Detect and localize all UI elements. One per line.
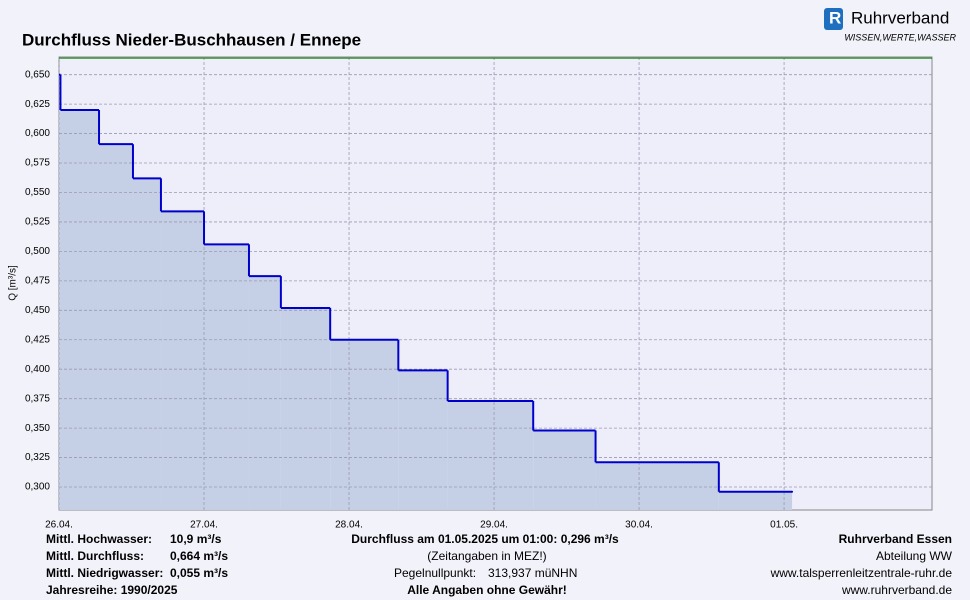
stat-label: Mittl. Hochwasser: [46,532,152,546]
stat-label: Mittl. Niedrigwasser: [46,566,163,580]
logo: R Ruhrverband WISSEN,WERTE,WASSER [824,8,956,42]
area-segment [398,370,448,510]
y-tick-label: 0,425 [25,334,50,345]
area-segment [330,339,399,510]
logo-mark [824,8,843,30]
area-segment [160,211,205,510]
y-tick-label: 0,375 [25,393,50,404]
area-segment [280,307,331,510]
stat-value: 10,9 m³/s [170,532,222,546]
area-segment [99,144,133,510]
x-tick-label: 28.04. [335,520,363,531]
disclaimer: Alle Angaben ohne Gewähr! [407,583,567,597]
area-segment [59,74,61,510]
y-tick-label: 0,325 [25,452,50,463]
footer: Mittl. Hochwasser: 10,9 m³/s Mittl. Durchf… [46,532,953,597]
y-tick-label: 0,525 [25,217,50,228]
current-value: Durchfluss am 01.05.2025 um 01:00: 0,296… [351,532,619,546]
x-tick-label: 01.05. [770,520,798,531]
org-info: www.ruhrverband.de [841,583,952,597]
stat-label: Mittl. Durchfluss: [46,549,144,563]
plot [58,57,932,511]
series-years: Jahresreihe: 1990/2025 [46,583,178,597]
y-tick-label: 0,400 [25,364,50,375]
y-tick-label: 0,625 [25,99,50,110]
area-segment [204,244,249,510]
y-tick-label: 0,550 [25,187,50,198]
x-tick-label: 27.04. [190,520,218,531]
area-segment [533,430,596,510]
y-tick-label: 0,575 [25,158,50,169]
y-axis-label: Q [m³/s] [8,265,19,301]
area-segment [132,178,161,511]
stat-value: 0,055 m³/s [170,566,228,580]
end-point [791,490,794,493]
logo-letter: R [829,8,841,27]
timezone-note: (Zeitangaben in MEZ!) [427,549,546,563]
org-info: Abteilung WW [876,549,953,563]
chart-title: Durchfluss Nieder-Buschhausen / Ennepe [22,30,361,49]
y-tick-label: 0,450 [25,305,50,316]
area-segment [718,491,793,510]
logo-name: Ruhrverband [851,8,949,27]
area-segment [595,462,719,510]
gauge-zero-value: 313,937 müNHN [488,566,577,580]
stat-value: 0,664 m³/s [170,549,228,563]
x-tick-label: 29.04. [480,520,508,531]
logo-slogan: WISSEN,WERTE,WASSER [844,32,956,42]
x-tick-label: 26.04. [45,520,73,531]
area-segment [447,401,534,510]
org-info: www.talsperrenleitzentrale-ruhr.de [770,566,953,580]
y-tick-label: 0,300 [25,482,50,493]
x-tick-label: 30.04. [625,520,653,531]
y-tick-label: 0,475 [25,275,50,286]
y-tick-label: 0,500 [25,246,50,257]
area-segment [248,276,281,510]
org-info: Ruhrverband Essen [839,532,952,546]
y-tick-label: 0,600 [25,128,50,139]
y-tick-label: 0,350 [25,423,50,434]
gauge-zero-label: Pegelnullpunkt: [394,566,476,580]
y-tick-label: 0,650 [25,69,50,80]
